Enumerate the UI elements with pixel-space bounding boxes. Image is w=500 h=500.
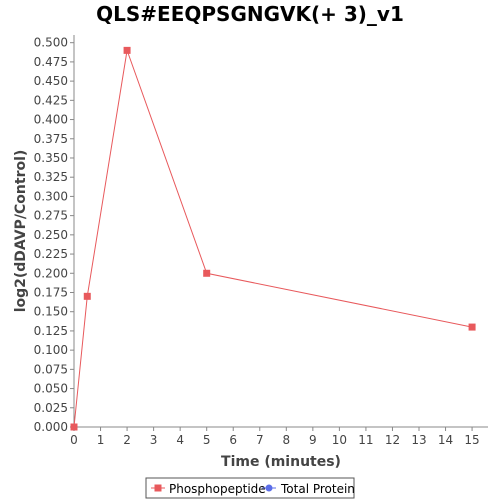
- x-tick-label: 7: [256, 433, 264, 447]
- y-tick-label: 0.075: [34, 362, 68, 376]
- y-tick-label: 0.450: [34, 74, 68, 88]
- legend-box: [145, 477, 355, 499]
- data-point: [203, 269, 211, 277]
- x-tick-label: 8: [282, 433, 290, 447]
- x-tick-label: 6: [229, 433, 237, 447]
- y-tick-label: 0.175: [34, 285, 68, 299]
- y-tick-label: 0.500: [34, 36, 68, 50]
- y-axis-label: log2(dDAVP/Control): [13, 150, 29, 313]
- y-tick-label: 0.300: [34, 189, 68, 203]
- legend-marker-phosphopeptide: [154, 484, 162, 492]
- legend: Phosphopeptide Total Protein: [145, 477, 355, 499]
- data-point: [83, 292, 91, 300]
- y-tick-label: 0.225: [34, 247, 68, 261]
- x-tick-label: 2: [123, 433, 131, 447]
- x-tick-label: 11: [358, 433, 373, 447]
- y-tick-label: 0.100: [34, 343, 68, 357]
- series-line-phosphopeptide: [73, 50, 473, 428]
- x-axis-ticks: 0 1 2 3 4 5 6 7 8 9 10 11 12 13 14 15: [70, 427, 480, 447]
- legend-label-phosphopeptide: Phosphopeptide: [169, 482, 266, 496]
- x-tick-label: 14: [438, 433, 453, 447]
- y-tick-label: 0.150: [34, 305, 68, 319]
- plot-series: [70, 46, 476, 431]
- x-tick-label: 4: [176, 433, 184, 447]
- y-tick-label: 0.425: [34, 93, 68, 107]
- x-tick-label: 10: [332, 433, 347, 447]
- y-tick-label: 0.000: [34, 420, 68, 434]
- x-axis-label: Time (minutes): [221, 454, 341, 470]
- legend-label-total-protein: Total Protein: [280, 482, 355, 496]
- legend-marker-total-protein: [265, 484, 273, 492]
- x-tick-label: 15: [464, 433, 479, 447]
- y-tick-label: 0.025: [34, 401, 68, 415]
- y-tick-label: 0.200: [34, 266, 68, 280]
- y-tick-label: 0.050: [34, 382, 68, 396]
- x-tick-label: 9: [309, 433, 317, 447]
- y-tick-label: 0.125: [34, 324, 68, 338]
- x-tick-label: 12: [385, 433, 400, 447]
- data-point: [468, 323, 476, 331]
- y-tick-label: 0.400: [34, 113, 68, 127]
- data-point: [70, 423, 78, 431]
- y-tick-label: 0.475: [34, 55, 68, 69]
- y-tick-label: 0.375: [34, 132, 68, 146]
- x-tick-label: 1: [97, 433, 105, 447]
- x-tick-label: 13: [411, 433, 426, 447]
- y-tick-label: 0.250: [34, 228, 68, 242]
- x-tick-label: 3: [150, 433, 158, 447]
- x-tick-label: 0: [70, 433, 78, 447]
- chart-title: QLS#EEQPSGNGVK(+ 3)_v1: [96, 2, 404, 26]
- y-tick-label: 0.350: [34, 151, 68, 165]
- y-tick-label: 0.325: [34, 170, 68, 184]
- y-axis-ticks: 0.000 0.025 0.050 0.075 0.100 0.125 0.150 0.175…: [34, 36, 74, 434]
- y-tick-label: 0.275: [34, 209, 68, 223]
- data-point: [123, 46, 131, 54]
- x-tick-label: 5: [203, 433, 211, 447]
